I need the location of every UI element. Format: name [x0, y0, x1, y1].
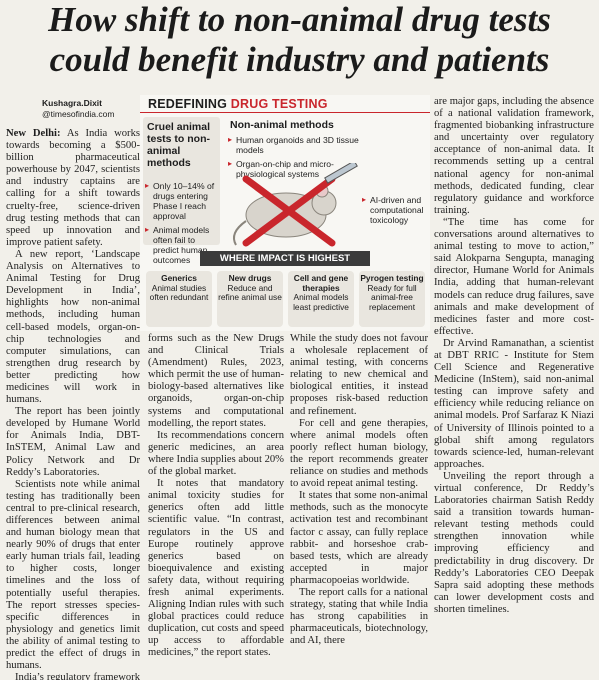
card-title: Pyrogen testing — [360, 273, 424, 283]
infographic-title: REDEFINING DRUG TESTING — [148, 97, 328, 111]
rule — [140, 112, 430, 113]
impact-card: Pyrogen testing Ready for full animal-fre… — [359, 271, 425, 327]
mouse-tail — [233, 220, 247, 246]
illustration — [233, 163, 358, 247]
paragraph: are major gaps, including the absence of… — [434, 96, 594, 216]
bullet: Animal models often fail to predict huma… — [145, 225, 219, 265]
card-title: Generics — [161, 273, 197, 283]
headline-line: How shift to non-animal drug tests — [48, 0, 551, 39]
impact-card: New drugs Reduce and refine animal use — [217, 271, 283, 327]
card-text: Ready for full animal-free replacement — [367, 282, 417, 312]
column: are major gaps, including the absence of… — [434, 96, 594, 680]
paragraph: The report calls for a national strategy… — [290, 586, 428, 647]
card-title: Cell and gene therapies — [293, 273, 349, 293]
paragraph: The report has been jointly developed by… — [6, 406, 140, 478]
bullet: AI-driven and computational toxicology — [362, 195, 428, 225]
paragraph-text: As India works towards becoming a $500-b… — [6, 128, 140, 248]
bullet-list: Human organoids and 3D tissue models Org… — [228, 135, 368, 183]
paragraph: For cell and gene therapies, where anima… — [290, 417, 428, 490]
paragraph: Its recommendations concern generic medi… — [148, 429, 284, 478]
paragraph: Scientists note while animal testing has… — [6, 478, 140, 672]
column: New Delhi: As India works towards becomi… — [6, 128, 140, 680]
bullet: Human organoids and 3D tissue models — [228, 135, 368, 155]
byline-handle: @timesofindia.com — [42, 109, 115, 119]
panel-heading: Cruel animal tests to non-animal methods — [147, 121, 211, 169]
column: forms such as the New Drugs and Clinical… — [148, 333, 284, 680]
infographic: REDEFINING DRUG TESTING Cruel animal tes… — [140, 95, 430, 331]
syringe — [324, 163, 358, 184]
paragraph: New Delhi: As India works towards becomi… — [6, 128, 140, 249]
headline-line: could benefit industry and patients — [49, 40, 550, 79]
card-text: Reduce and refine animal use — [218, 282, 282, 303]
dateline: New Delhi: — [6, 128, 61, 139]
paragraph: It notes that mandatory animal toxicity … — [148, 478, 284, 659]
paragraph: Dr Arvind Ramanathan, a scientist at DBT… — [434, 337, 594, 470]
paragraph: forms such as the New Drugs and Clinical… — [148, 333, 284, 429]
paragraph: While the study does not favour a wholes… — [290, 333, 428, 417]
bullet-list: AI-driven and computational toxicology — [362, 195, 428, 229]
paragraph: It states that some non-animal methods, … — [290, 490, 428, 586]
paragraph: India’s regulatory framework has reached… — [15, 672, 140, 680]
impact-card: Cell and gene therapies Animal models lea… — [288, 271, 354, 327]
paragraph: “The time has come for conversations aro… — [434, 216, 594, 337]
column: While the study does not favour a wholes… — [290, 333, 428, 680]
bullet: Only 10–14% of drugs entering Phase I re… — [145, 181, 219, 221]
title-part: REDEFINING — [148, 97, 228, 111]
bullet: Organ-on-chip and micro-physiological sy… — [228, 159, 368, 179]
card-title: New drugs — [228, 273, 272, 283]
card-text: Animal studies often redundant — [149, 282, 209, 303]
bullet-list: Only 10–14% of drugs entering Phase I re… — [143, 181, 219, 269]
cross — [242, 175, 336, 247]
byline-author: Kushagra.Dixit — [42, 98, 102, 108]
paragraph: A new report, ‘Landscape Analysis on Alt… — [6, 248, 140, 406]
left-panel: Cruel animal tests to non-animal methods… — [143, 117, 220, 265]
title-part: DRUG TESTING — [230, 97, 328, 111]
impact-heading: WHERE IMPACT IS HIGHEST — [200, 251, 370, 266]
impact-card: Generics Animal studies often redundant — [146, 271, 212, 327]
paragraph: Unveiling the report through a virtual c… — [434, 470, 594, 615]
panel-heading: Non-animal methods — [230, 119, 334, 131]
card-text: Animal models least predictive — [293, 292, 349, 312]
